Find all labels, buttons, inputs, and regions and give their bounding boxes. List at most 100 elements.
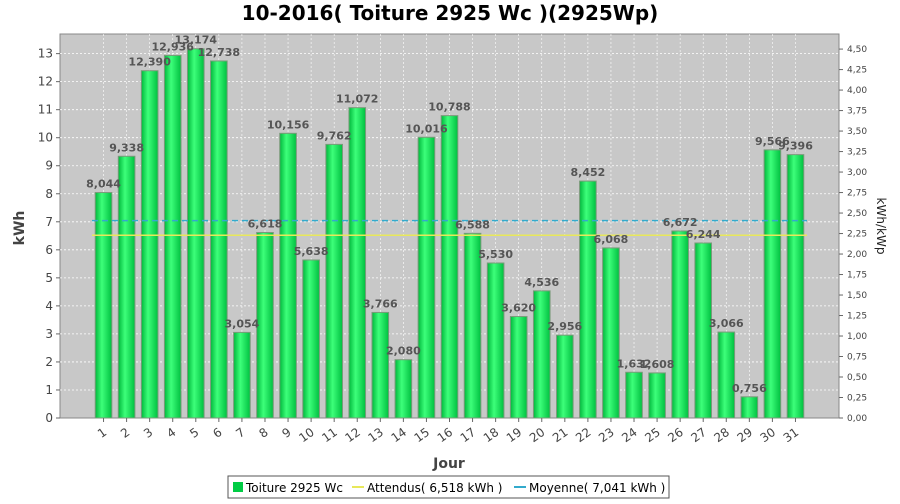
legend-swatch-series [233, 482, 243, 492]
x-tick-label: 5 [187, 425, 201, 441]
bar [717, 331, 736, 419]
data-label: 6,068 [594, 233, 629, 246]
y-tick-label: 6 [45, 243, 53, 257]
bar [463, 232, 482, 419]
y2-tick-label: 2,25 [847, 230, 867, 240]
y2-tick-label: 2,00 [847, 250, 867, 260]
data-label: 6,244 [686, 228, 721, 241]
data-label: 6,618 [248, 218, 283, 231]
data-label: 8,044 [86, 178, 121, 191]
x-tick-label: 8 [256, 425, 270, 441]
y2-tick-label: 2,75 [847, 189, 867, 199]
x-tick-label: 28 [711, 425, 732, 445]
x-tick-label: 6 [210, 425, 224, 441]
x-tick-label: 7 [233, 425, 247, 441]
bars [94, 48, 805, 419]
y2-tick-label: 3,00 [847, 168, 867, 178]
y2-tick-label: 0,75 [847, 353, 867, 363]
data-label: 1,608 [640, 358, 675, 371]
bar [94, 192, 113, 419]
data-label: 4,536 [524, 276, 559, 289]
y2-tick-label: 4,00 [847, 86, 867, 96]
data-label: 9,338 [109, 141, 144, 154]
bar [302, 259, 320, 419]
y2-tick-label: 0,25 [847, 394, 867, 404]
data-label: 12,390 [128, 56, 171, 69]
y2-tick-label: 1,25 [847, 312, 867, 322]
y-tick-label: 2 [45, 355, 53, 369]
x-tick-label: 2 [118, 425, 132, 441]
y-tick-label: 3 [45, 327, 53, 341]
x-tick-label: 13 [365, 425, 386, 445]
bar [509, 316, 528, 419]
y-axis-label: kWh [12, 211, 28, 246]
x-tick-label: 29 [735, 425, 756, 445]
x-tick-label: 17 [458, 425, 479, 445]
data-label: 13,174 [175, 34, 218, 47]
bar [210, 60, 228, 419]
bar [279, 132, 297, 419]
bar [740, 396, 759, 419]
y2-axis: 0,00 0,25 0,50 0,75 1,00 1,25 1,50 1,75 2,00 2,25… [839, 45, 867, 424]
x-tick-label: 21 [550, 425, 571, 445]
legend-box [227, 475, 670, 499]
bar [579, 180, 597, 419]
y-tick-label: 9 [45, 159, 53, 173]
y-tick-label: 4 [45, 299, 53, 313]
bar [648, 372, 666, 419]
y2-tick-label: 1,50 [847, 291, 867, 301]
x-tick-label: 19 [504, 425, 525, 445]
x-tick-label: 22 [573, 425, 594, 445]
y-tick-label: 0 [45, 411, 53, 425]
x-tick-label: 4 [164, 425, 178, 441]
data-label: 12,738 [198, 46, 240, 59]
x-tick-label: 20 [527, 425, 548, 445]
x-tick-label: 14 [389, 425, 410, 445]
x-tick-label: 15 [412, 425, 433, 445]
x-tick-label: 3 [141, 425, 155, 441]
reference-lines [92, 219, 807, 237]
x-tick-label: 9 [279, 425, 293, 441]
y2-tick-label: 3,75 [847, 107, 867, 117]
data-label: 8,452 [570, 166, 605, 179]
x-tick-label: 12 [342, 425, 363, 445]
bar [233, 331, 251, 419]
bar [163, 54, 182, 419]
y2-tick-label: 4,50 [847, 45, 867, 55]
y-tick-label: 7 [45, 215, 53, 229]
y2-tick-label: 1,75 [847, 271, 867, 281]
bar [486, 262, 505, 419]
data-label: 12,936 [151, 40, 194, 53]
bar [763, 149, 782, 419]
data-label: 1,632 [617, 357, 652, 370]
data-label: 3,620 [501, 302, 536, 315]
x-tick-label: 24 [619, 425, 640, 445]
x-tick-label: 10 [296, 425, 317, 445]
bar [325, 143, 343, 419]
data-label: 9,762 [317, 129, 352, 142]
bar [140, 70, 159, 419]
legend-label-average: Moyenne( 7,041 kWh ) [529, 481, 665, 495]
x-axis-label: Jour [432, 456, 465, 472]
chart-title: 10-2016( Toiture 2925 Wc )(2925Wp) [242, 1, 659, 25]
data-label: 2,956 [547, 320, 582, 333]
data-label: 10,788 [428, 101, 470, 114]
x-tick-label: 31 [781, 425, 802, 445]
y2-tick-label: 1,00 [847, 332, 867, 342]
x-axis: 1 2 3 4 5 6 7 8 9 10 11 12 13 14 15 16 17 18 19 20 21 22 23 24 2… [95, 418, 801, 445]
bar [371, 311, 390, 419]
x-tick-label: 11 [319, 425, 340, 445]
bar [348, 107, 367, 419]
bar [671, 230, 689, 419]
x-tick-label: 18 [481, 425, 502, 445]
bar [556, 334, 574, 419]
data-label: 10,156 [267, 118, 310, 131]
y2-tick-label: 3,50 [847, 127, 867, 137]
data-label: 9,396 [778, 140, 813, 153]
data-label: 2,080 [386, 345, 421, 358]
data-label: 6,672 [663, 216, 698, 229]
bar [417, 136, 436, 419]
y-tick-label: 5 [45, 271, 53, 285]
legend-label-series: Toiture 2925 Wc [245, 481, 343, 495]
